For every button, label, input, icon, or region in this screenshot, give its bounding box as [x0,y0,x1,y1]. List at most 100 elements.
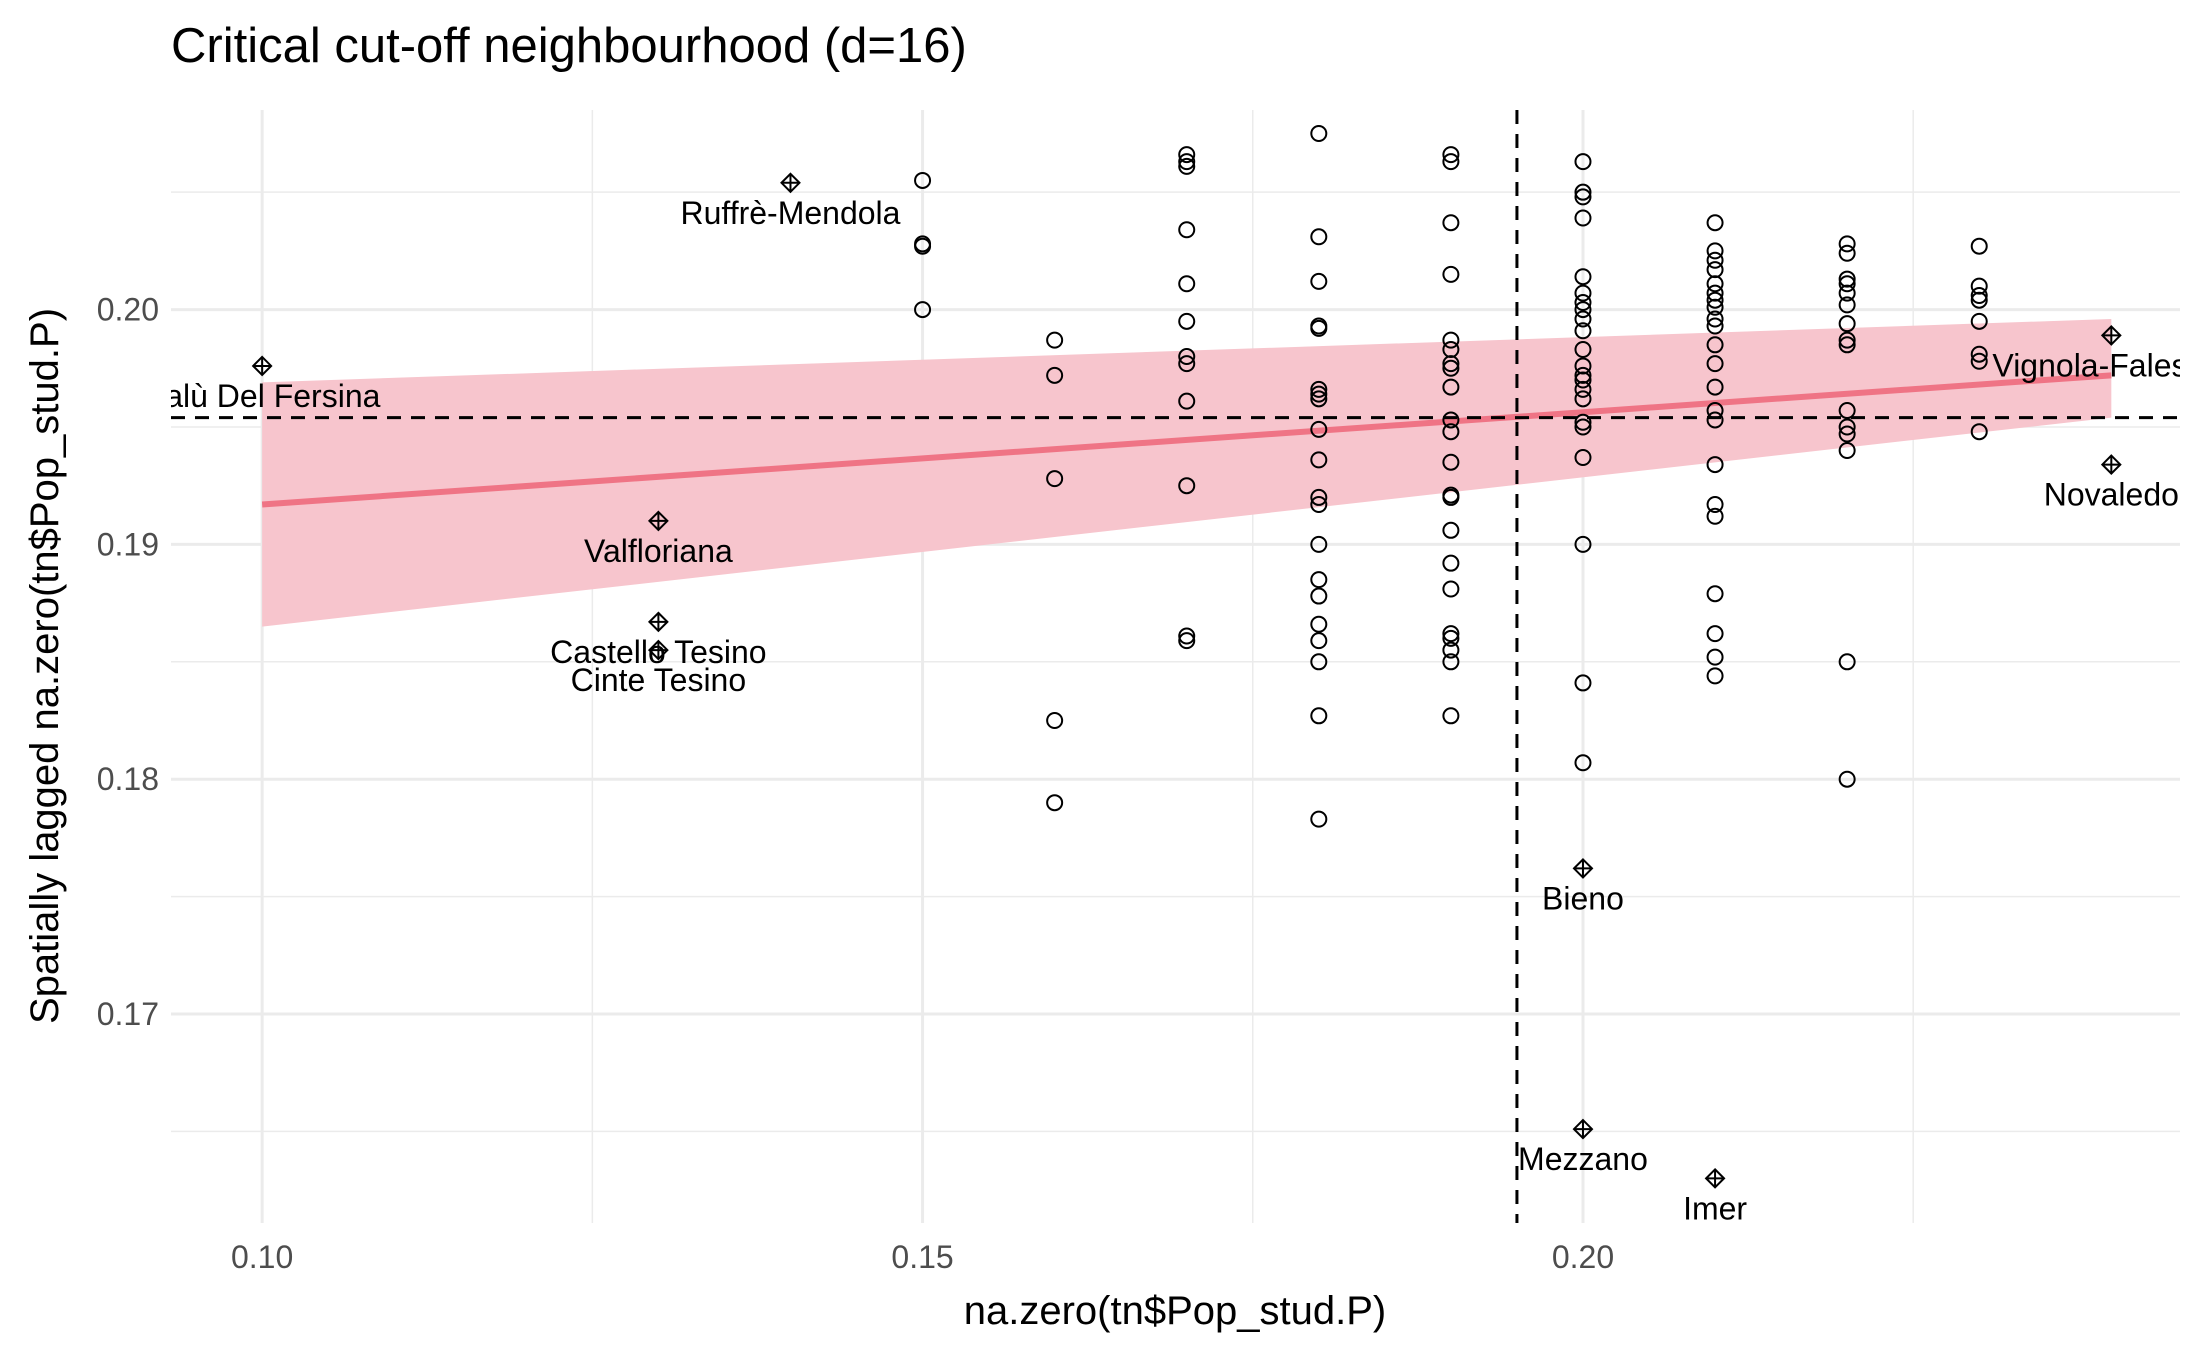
data-point [1574,310,1592,328]
data-point [1838,296,1856,314]
data-point [1442,629,1460,647]
data-point [1442,355,1460,373]
data-point [1310,615,1328,633]
data-point [1310,124,1328,142]
data-point [1310,228,1328,246]
y-tick-label: 0.17 [97,996,159,1032]
data-point [1838,244,1856,262]
data-point [1178,146,1196,164]
data-point [1706,667,1724,685]
influential-point [2100,454,2122,475]
x-axis-title: na.zero(tn$Pop_stud.P) [964,1289,1386,1333]
data-point [1838,336,1856,354]
data-point [1442,265,1460,283]
confidence-band [262,318,2112,627]
influential-point [780,172,801,194]
data-point [1706,275,1724,293]
influential-point [251,355,273,377]
confidence-band-layer [261,318,2112,627]
data-point [1442,359,1460,377]
data-point [1706,402,1724,420]
data-point [1442,580,1460,598]
data-point [1442,378,1460,396]
points-layer [251,124,2122,1189]
data-point [1838,653,1856,671]
data-point [1178,157,1196,175]
data-point [1310,385,1328,403]
data-point [1574,268,1592,286]
influential-point-label: Vignola-Falesina [1992,347,2187,383]
data-point [1178,221,1196,239]
data-point [914,171,932,189]
y-axis-title: Spatially lagged na.zero(tn$Pop_stud.P) [23,308,67,1024]
data-point [1574,341,1592,359]
x-tick-label: 0.10 [231,1239,293,1275]
data-point [1838,418,1856,436]
data-point [1706,291,1724,309]
data-point [1178,627,1196,645]
data-point [1310,495,1328,513]
data-point [1310,488,1328,506]
data-point [1178,275,1196,293]
data-point [1706,495,1724,513]
data-point [1838,275,1856,293]
influential-point-label: Ruffrè-Mendola [680,195,900,231]
data-point [1310,390,1328,408]
data-point [1178,392,1196,410]
data-point [914,301,932,319]
influential-point-label: Palù Del Fersina [144,378,381,414]
data-point [1838,425,1856,443]
data-point [1178,477,1196,495]
influential-point [2100,325,2122,346]
data-point [1838,402,1856,420]
point-labels-layer: Palù Del Fersina Ruffrè-Mendola Valflorian… [144,195,2187,1223]
data-point [1838,441,1856,459]
data-point [1574,535,1592,553]
data-point [1970,291,1988,309]
data-point [1706,310,1724,328]
influential-point-label: Castello Tesino [550,634,766,670]
data-point [1706,378,1724,396]
data-point [1442,411,1460,429]
data-point [1178,632,1196,650]
data-point [1706,317,1724,335]
data-point [1442,554,1460,572]
data-point [1970,352,1988,370]
influential-point [1704,1167,1726,1189]
influential-point-label: Valfloriana [584,533,733,569]
data-point [1046,712,1064,730]
influential-point [647,510,669,532]
data-point [1574,418,1592,436]
data-point [1574,153,1592,171]
data-point [1574,294,1592,312]
data-point [1706,336,1724,354]
data-point [1970,345,1988,363]
data-point [1046,794,1064,812]
data-point [1574,380,1592,398]
data-point [1310,272,1328,290]
data-point [1838,331,1856,349]
data-point [1574,449,1592,467]
data-point [1442,214,1460,232]
data-point [1706,411,1724,429]
data-point [1574,390,1592,408]
data-point [1442,521,1460,539]
data-point [1442,707,1460,725]
data-point [1442,653,1460,671]
data-point [1706,625,1724,643]
data-point [1310,319,1328,337]
influential-point-label: Bieno [1542,880,1624,916]
data-point [1574,371,1592,389]
data-point [1178,153,1196,171]
data-point [1838,770,1856,788]
y-tick-label: 0.18 [97,761,159,797]
data-point [1310,380,1328,398]
data-point [1310,810,1328,828]
data-point [1574,322,1592,340]
regression-line [261,372,2112,508]
mean-reference-lines [171,110,2180,1223]
data-point [1310,420,1328,438]
data-point [1310,707,1328,725]
influential-point-label: Cinte Tesino [571,662,747,698]
influential-point [1572,1118,1594,1140]
